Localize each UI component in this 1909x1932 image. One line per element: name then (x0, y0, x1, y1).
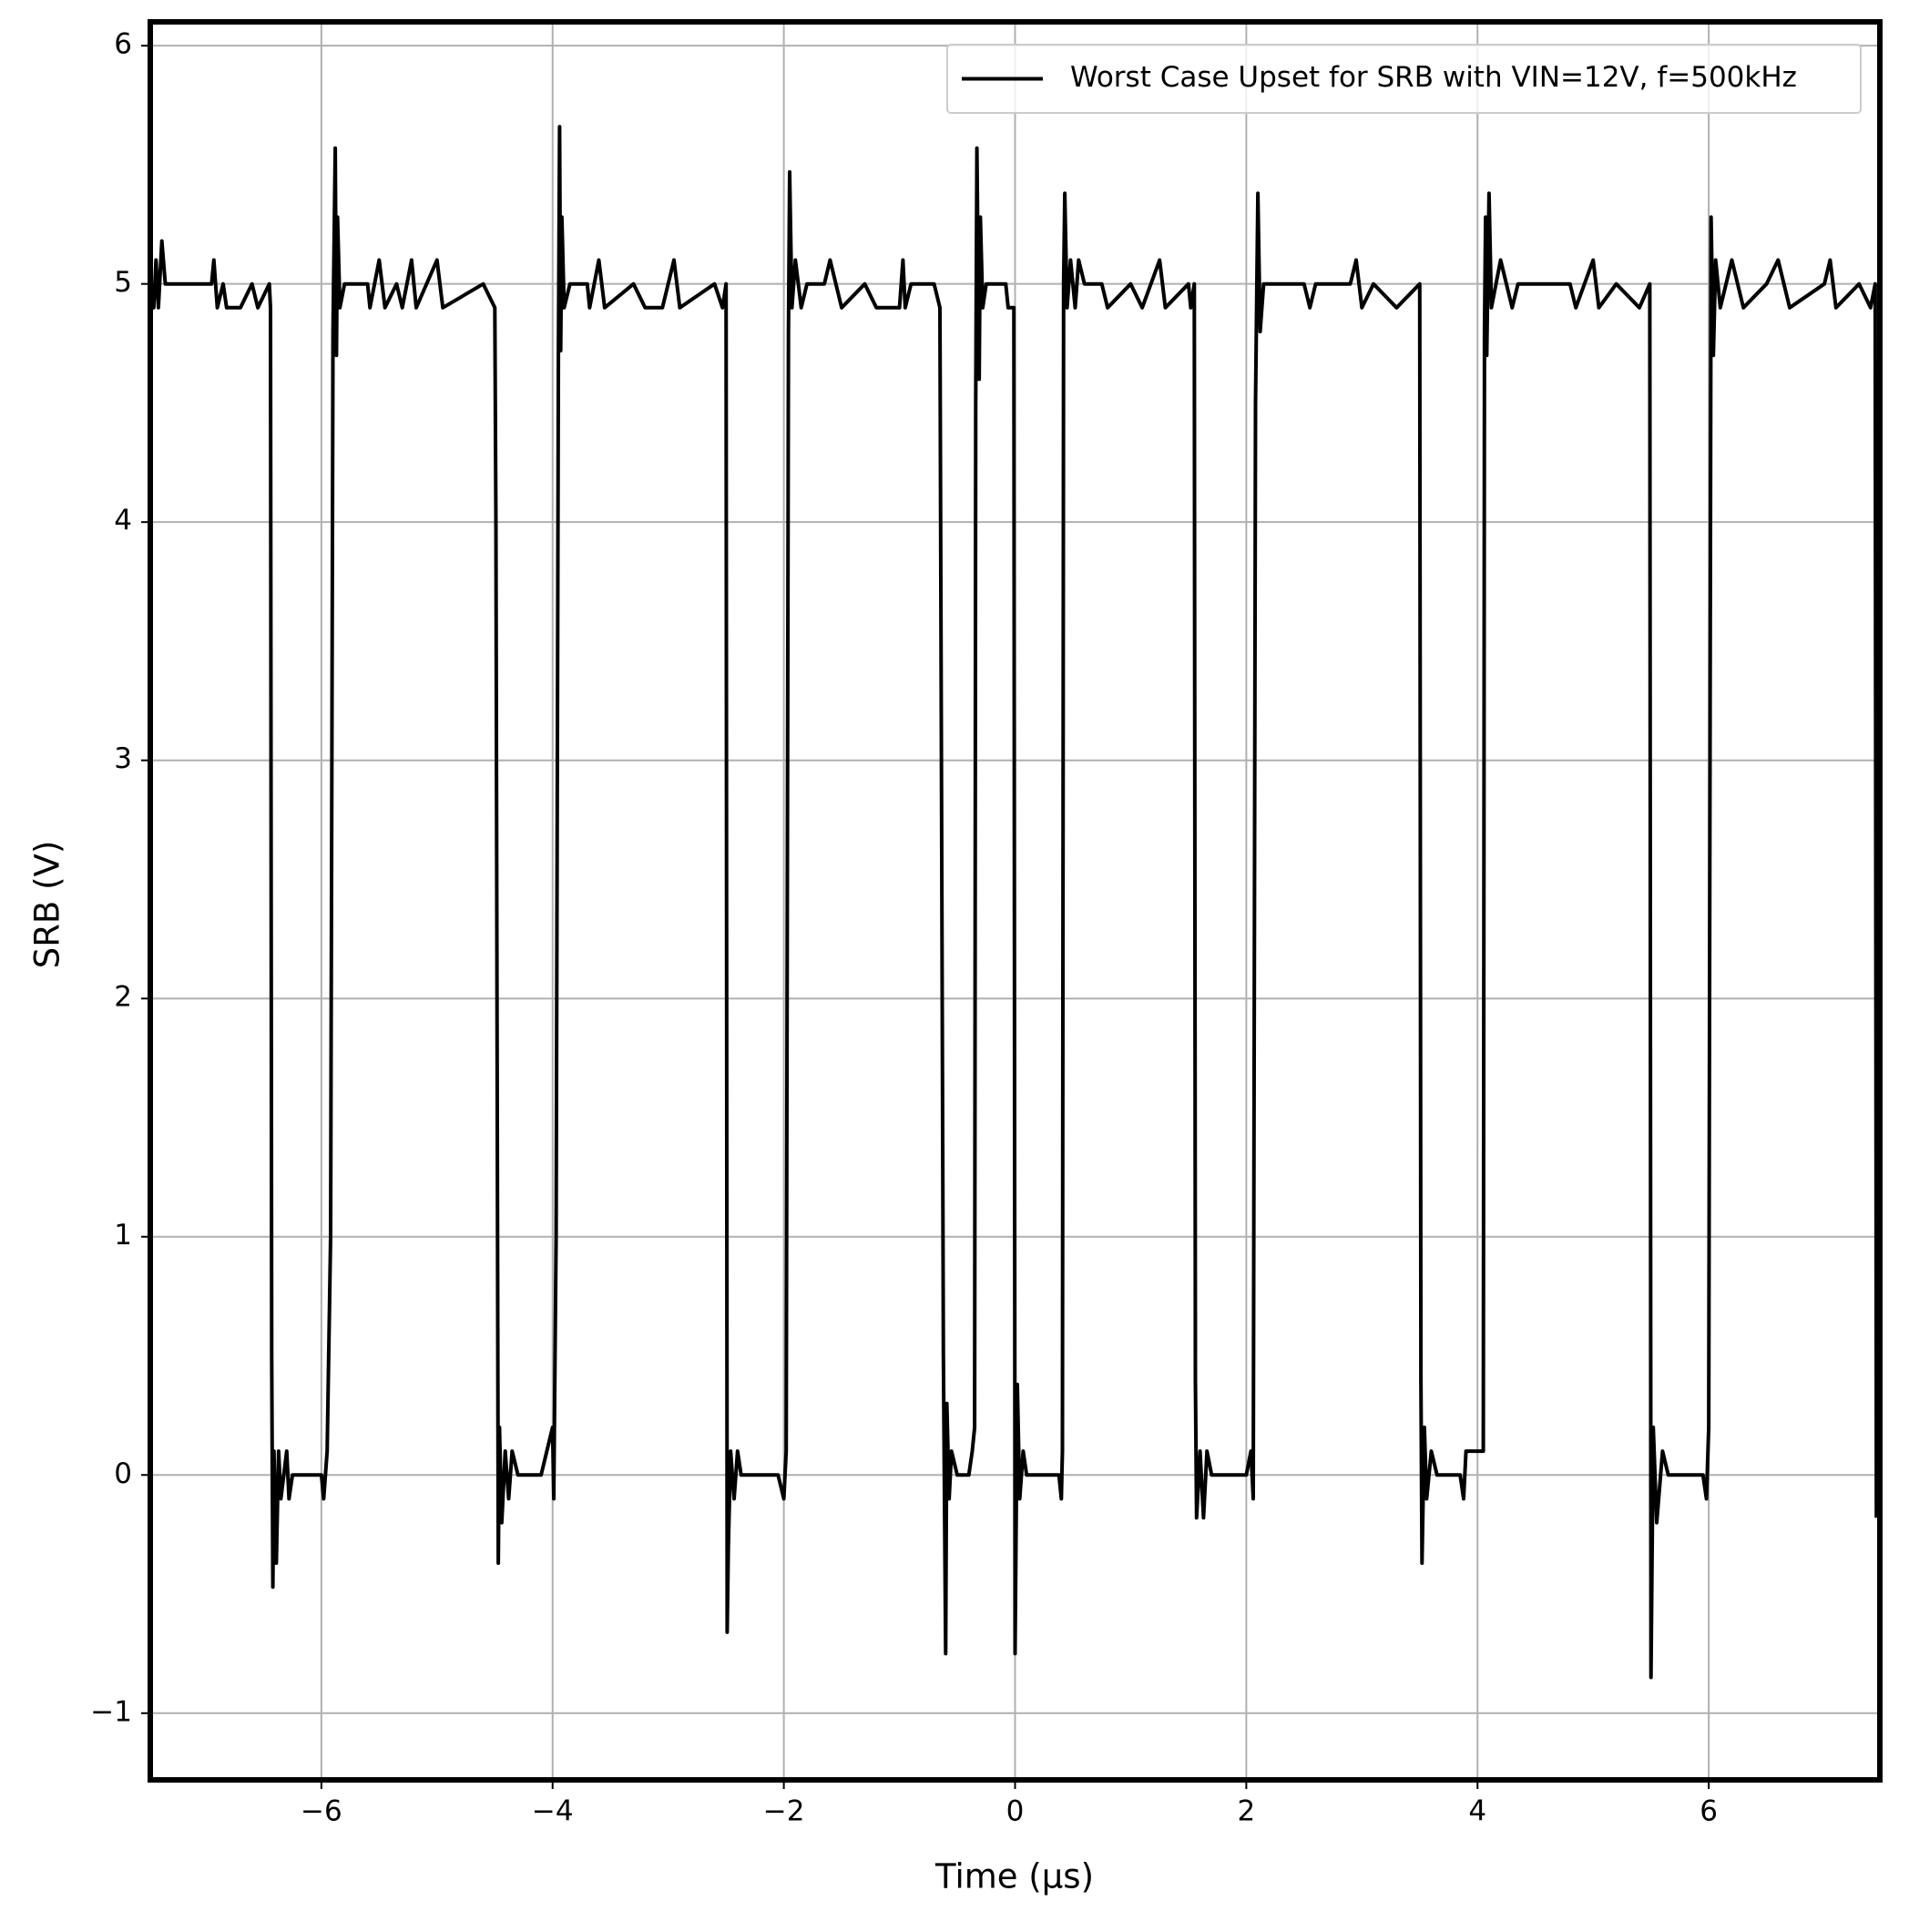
legend-box (946, 44, 1862, 114)
plot-frame (148, 19, 1883, 1783)
y-tick-label: 6 (114, 28, 132, 61)
legend-label: Worst Case Upset for SRB with VIN=12V, f… (1070, 61, 1797, 94)
y-tick-label: 2 (114, 981, 132, 1014)
y-tick-label: 1 (114, 1219, 132, 1252)
x-tick-label: −2 (763, 1795, 805, 1828)
x-axis-label: Time (μs) (934, 1857, 1094, 1896)
x-tick-label: −4 (532, 1795, 574, 1828)
data-line (148, 125, 1879, 1680)
x-tick-label: 0 (1006, 1795, 1025, 1828)
x-tick-label: 6 (1700, 1795, 1718, 1828)
y-axis-label: SRB (V) (28, 841, 67, 969)
x-tick-label: −6 (301, 1795, 342, 1828)
x-tick-label: 2 (1238, 1795, 1256, 1828)
y-tick-label: 0 (114, 1457, 132, 1490)
y-tick-label: −1 (90, 1695, 132, 1728)
y-tick-label: 5 (114, 266, 132, 299)
x-tick-label: 4 (1468, 1795, 1486, 1828)
y-tick-label: 4 (114, 505, 132, 537)
y-tick-label: 3 (114, 742, 132, 775)
